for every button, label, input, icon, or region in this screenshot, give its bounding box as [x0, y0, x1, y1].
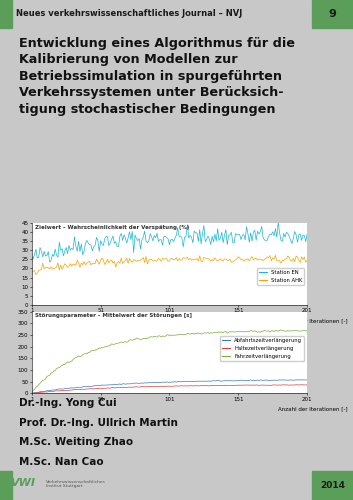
Text: Störungsparameter – Mittelwert der Störungen [s]: Störungsparameter – Mittelwert der Störu…: [35, 313, 192, 318]
Text: Neues verkehrswissenschaftliches Journal – NVJ: Neues verkehrswissenschaftliches Journal…: [16, 10, 242, 18]
Text: M.Sc. Nan Cao: M.Sc. Nan Cao: [19, 457, 104, 467]
Text: Dr.-Ing. Yong Cui: Dr.-Ing. Yong Cui: [19, 398, 117, 408]
Text: Verkehrswissenschaftliches
Institut Stuttgart: Verkehrswissenschaftliches Institut Stut…: [46, 480, 106, 488]
Legend: Abfahrtszeitverlängerung, Haltezeitverlängerung, Fahrzeitverlängerung: Abfahrtszeitverlängerung, Haltezeitverlä…: [220, 336, 305, 360]
Text: M.Sc. Weiting Zhao: M.Sc. Weiting Zhao: [19, 437, 133, 447]
Bar: [0, 0, 12, 28]
Text: Zielwert – Wahrscheinlichkeit der Verspätung (%): Zielwert – Wahrscheinlichkeit der Verspä…: [35, 224, 189, 230]
Bar: [0, 471, 12, 500]
Legend: Station EN, Station AHK: Station EN, Station AHK: [257, 268, 305, 284]
Text: 2014: 2014: [320, 481, 345, 490]
Text: VWI: VWI: [11, 478, 35, 488]
Bar: [312, 0, 353, 28]
Text: Entwicklung eines Algorithmus für die
Kalibrierung von Modellen zur
Betriebssimu: Entwicklung eines Algorithmus für die Ka…: [19, 37, 295, 116]
Text: Prof. Dr.-Ing. Ullrich Martin: Prof. Dr.-Ing. Ullrich Martin: [19, 418, 178, 428]
Bar: [312, 471, 353, 500]
Text: 9: 9: [329, 9, 337, 19]
X-axis label: Anzahl der Iterationen [-]: Anzahl der Iterationen [-]: [278, 406, 347, 412]
X-axis label: Anzahl der Iterationen [-]: Anzahl der Iterationen [-]: [278, 318, 347, 323]
